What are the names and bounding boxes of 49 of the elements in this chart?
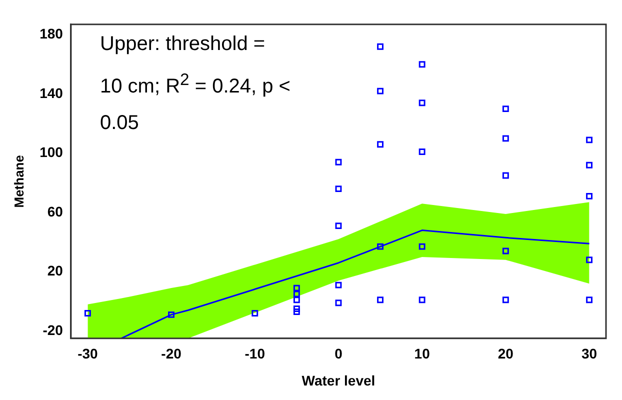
point [586, 136, 593, 144]
point [335, 282, 342, 288]
point [377, 88, 384, 94]
point [335, 222, 342, 230]
point [377, 141, 384, 148]
x-axis-title: Water level [302, 372, 376, 388]
x-tick-label: 20 [498, 346, 514, 362]
y-axis-title: Methane [11, 155, 26, 208]
x-tick-label: -20 [161, 346, 182, 362]
point [502, 296, 509, 304]
point [418, 148, 426, 155]
point [586, 256, 593, 264]
point [252, 310, 258, 316]
y-tick-label: 140 [40, 84, 64, 101]
point [377, 296, 384, 304]
point [335, 186, 342, 192]
point [293, 284, 300, 292]
point [377, 43, 384, 50]
point [586, 162, 593, 168]
y-tick-label: 20 [47, 262, 64, 279]
point [335, 158, 342, 166]
text: Upper: threshold = 10 cm; R$^{2}$ = 0.24, p < 0.05 [100, 33, 290, 134]
x-tick-label: -10 [244, 346, 266, 362]
y-tick-label: 180 [40, 26, 64, 42]
point [84, 310, 91, 316]
point [168, 311, 175, 318]
point [377, 243, 384, 250]
y-tick-label: 100 [40, 144, 64, 160]
point [293, 306, 300, 312]
point [293, 296, 300, 304]
point [502, 172, 509, 179]
y-tick-label: 60 [47, 203, 64, 220]
point [502, 135, 509, 142]
point [293, 308, 300, 315]
x-tick-label: 0 [334, 346, 343, 362]
point [293, 290, 300, 298]
x-tick-label: -30 [78, 346, 98, 362]
point [586, 192, 593, 200]
point [418, 100, 426, 106]
point [418, 243, 426, 250]
point [335, 300, 342, 306]
point [418, 296, 426, 304]
point [418, 61, 426, 68]
point [502, 106, 509, 112]
point [586, 296, 593, 304]
x-tick-label: 30 [581, 346, 598, 362]
y-tick-label: -20 [42, 322, 64, 338]
x-tick-label: 10 [414, 346, 430, 362]
point [502, 248, 509, 254]
